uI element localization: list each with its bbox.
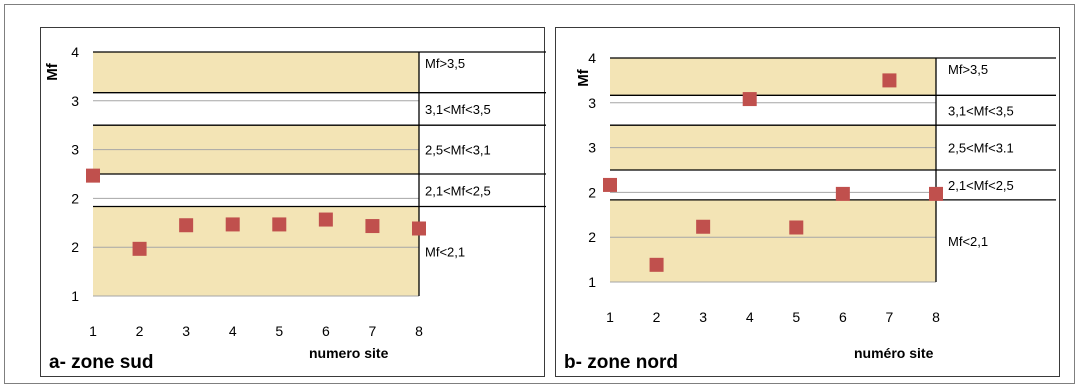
data-point-sud-site-7 [365, 219, 380, 234]
y-tick-label-sud-4: 3 [71, 93, 79, 109]
y-tick-label-sud-2: 2 [71, 190, 79, 206]
data-point-nord-site-7 [882, 73, 897, 88]
chart-svg-zone-nord: Mf>3,5 3,1<Mf<3,5 2,5<Mf<3.1 2,1<Mf<2,5 Mf<2… [564, 50, 1056, 373]
figure-frame: Mf>3,5 3,1<Mf<3,5 2,5<Mf<3,1 2,1<Mf<2,5 Mf<2… [4, 4, 1075, 384]
x-tick-label-sud-5: 6 [322, 323, 330, 339]
data-point-sud-site-4 [225, 217, 240, 232]
chart-panel-zone-sud: Mf>3,5 3,1<Mf<3,5 2,5<Mf<3,1 2,1<Mf<2,5 Mf<2… [40, 27, 546, 377]
x-tick-label-nord-2: 3 [699, 309, 707, 325]
chart-panel-zone-nord: Mf>3,5 3,1<Mf<3,5 2,5<Mf<3.1 2,1<Mf<2,5 Mf<2… [555, 27, 1060, 377]
band-sud-0 [93, 52, 419, 93]
data-point-sud-site-5 [272, 217, 287, 232]
y-tick-label-sud-5: 4 [71, 44, 79, 60]
band-sud-4 [93, 206, 419, 296]
y-tick-label-nord-2: 2 [588, 184, 596, 200]
band-nord-4 [610, 199, 936, 282]
y-tick-label-sud-1: 2 [71, 239, 79, 255]
data-point-nord-site-8 [929, 186, 943, 201]
data-point-sud-site-2 [132, 241, 147, 256]
data-point-nord-site-2 [649, 257, 664, 272]
y-tick-label-nord-5: 4 [588, 50, 596, 66]
data-point-nord-site-5 [789, 220, 804, 235]
x-tick-label-sud-3: 4 [229, 323, 237, 339]
data-point-nord-site-4 [742, 92, 757, 107]
band-label-sud-0: Mf>3,5 [425, 56, 465, 71]
x-tick-label-sud-2: 3 [182, 323, 190, 339]
x-axis-label-nord: numéro site [854, 345, 934, 361]
band-label-nord-2: 2,5<Mf<3.1 [948, 141, 1014, 156]
y-tick-label-sud-3: 3 [71, 142, 79, 158]
data-point-sud-site-3 [179, 218, 194, 233]
data-point-sud-site-8 [412, 221, 426, 236]
band-label-nord-4: Mf<2,1 [948, 234, 988, 249]
panel-title-sud: a- zone sud [49, 352, 154, 373]
band-label-sud-2: 2,5<Mf<3,1 [425, 143, 491, 158]
y-axis-label-sud: Mf [44, 62, 61, 80]
panel-title-nord: b- zone nord [564, 352, 678, 373]
band-label-nord-3: 2,1<Mf<2,5 [948, 178, 1014, 193]
x-tick-label-nord-6: 7 [886, 309, 894, 325]
band-label-nord-0: Mf>3,5 [948, 62, 988, 77]
data-point-nord-site-3 [696, 219, 711, 234]
x-tick-label-nord-4: 5 [792, 309, 800, 325]
y-tick-label-nord-3: 3 [588, 140, 596, 156]
band-nord-0 [610, 58, 936, 96]
data-point-sud-site-1 [86, 168, 100, 183]
x-tick-label-nord-0: 1 [606, 309, 614, 325]
y-tick-label-sud-0: 1 [71, 288, 79, 304]
band-label-nord-1: 3,1<Mf<3,5 [948, 103, 1014, 118]
data-point-nord-site-6 [835, 186, 850, 201]
y-tick-label-nord-1: 2 [588, 229, 596, 245]
x-tick-label-sud-0: 1 [89, 323, 97, 339]
x-tick-label-nord-1: 2 [653, 309, 661, 325]
band-label-sud-4: Mf<2,1 [425, 244, 465, 259]
band-label-sud-3: 2,1<Mf<2,5 [425, 183, 491, 198]
chart-svg-zone-sud: Mf>3,5 3,1<Mf<3,5 2,5<Mf<3,1 2,1<Mf<2,5 Mf<2… [44, 44, 546, 373]
x-tick-label-sud-4: 5 [275, 323, 283, 339]
data-point-nord-site-1 [603, 177, 617, 192]
x-tick-label-nord-7: 8 [932, 309, 940, 325]
band-label-sud-1: 3,1<Mf<3,5 [425, 102, 491, 117]
y-axis-label-nord: Mf [575, 68, 592, 86]
data-point-sud-site-6 [318, 212, 333, 227]
x-tick-label-nord-5: 6 [839, 309, 847, 325]
x-axis-label-sud: numero site [309, 345, 389, 361]
y-tick-label-nord-0: 1 [588, 274, 596, 290]
x-tick-label-sud-7: 8 [415, 323, 423, 339]
x-tick-label-sud-1: 2 [136, 323, 144, 339]
x-tick-label-nord-3: 4 [746, 309, 754, 325]
y-tick-label-nord-4: 3 [588, 95, 596, 111]
x-tick-label-sud-6: 7 [369, 323, 377, 339]
